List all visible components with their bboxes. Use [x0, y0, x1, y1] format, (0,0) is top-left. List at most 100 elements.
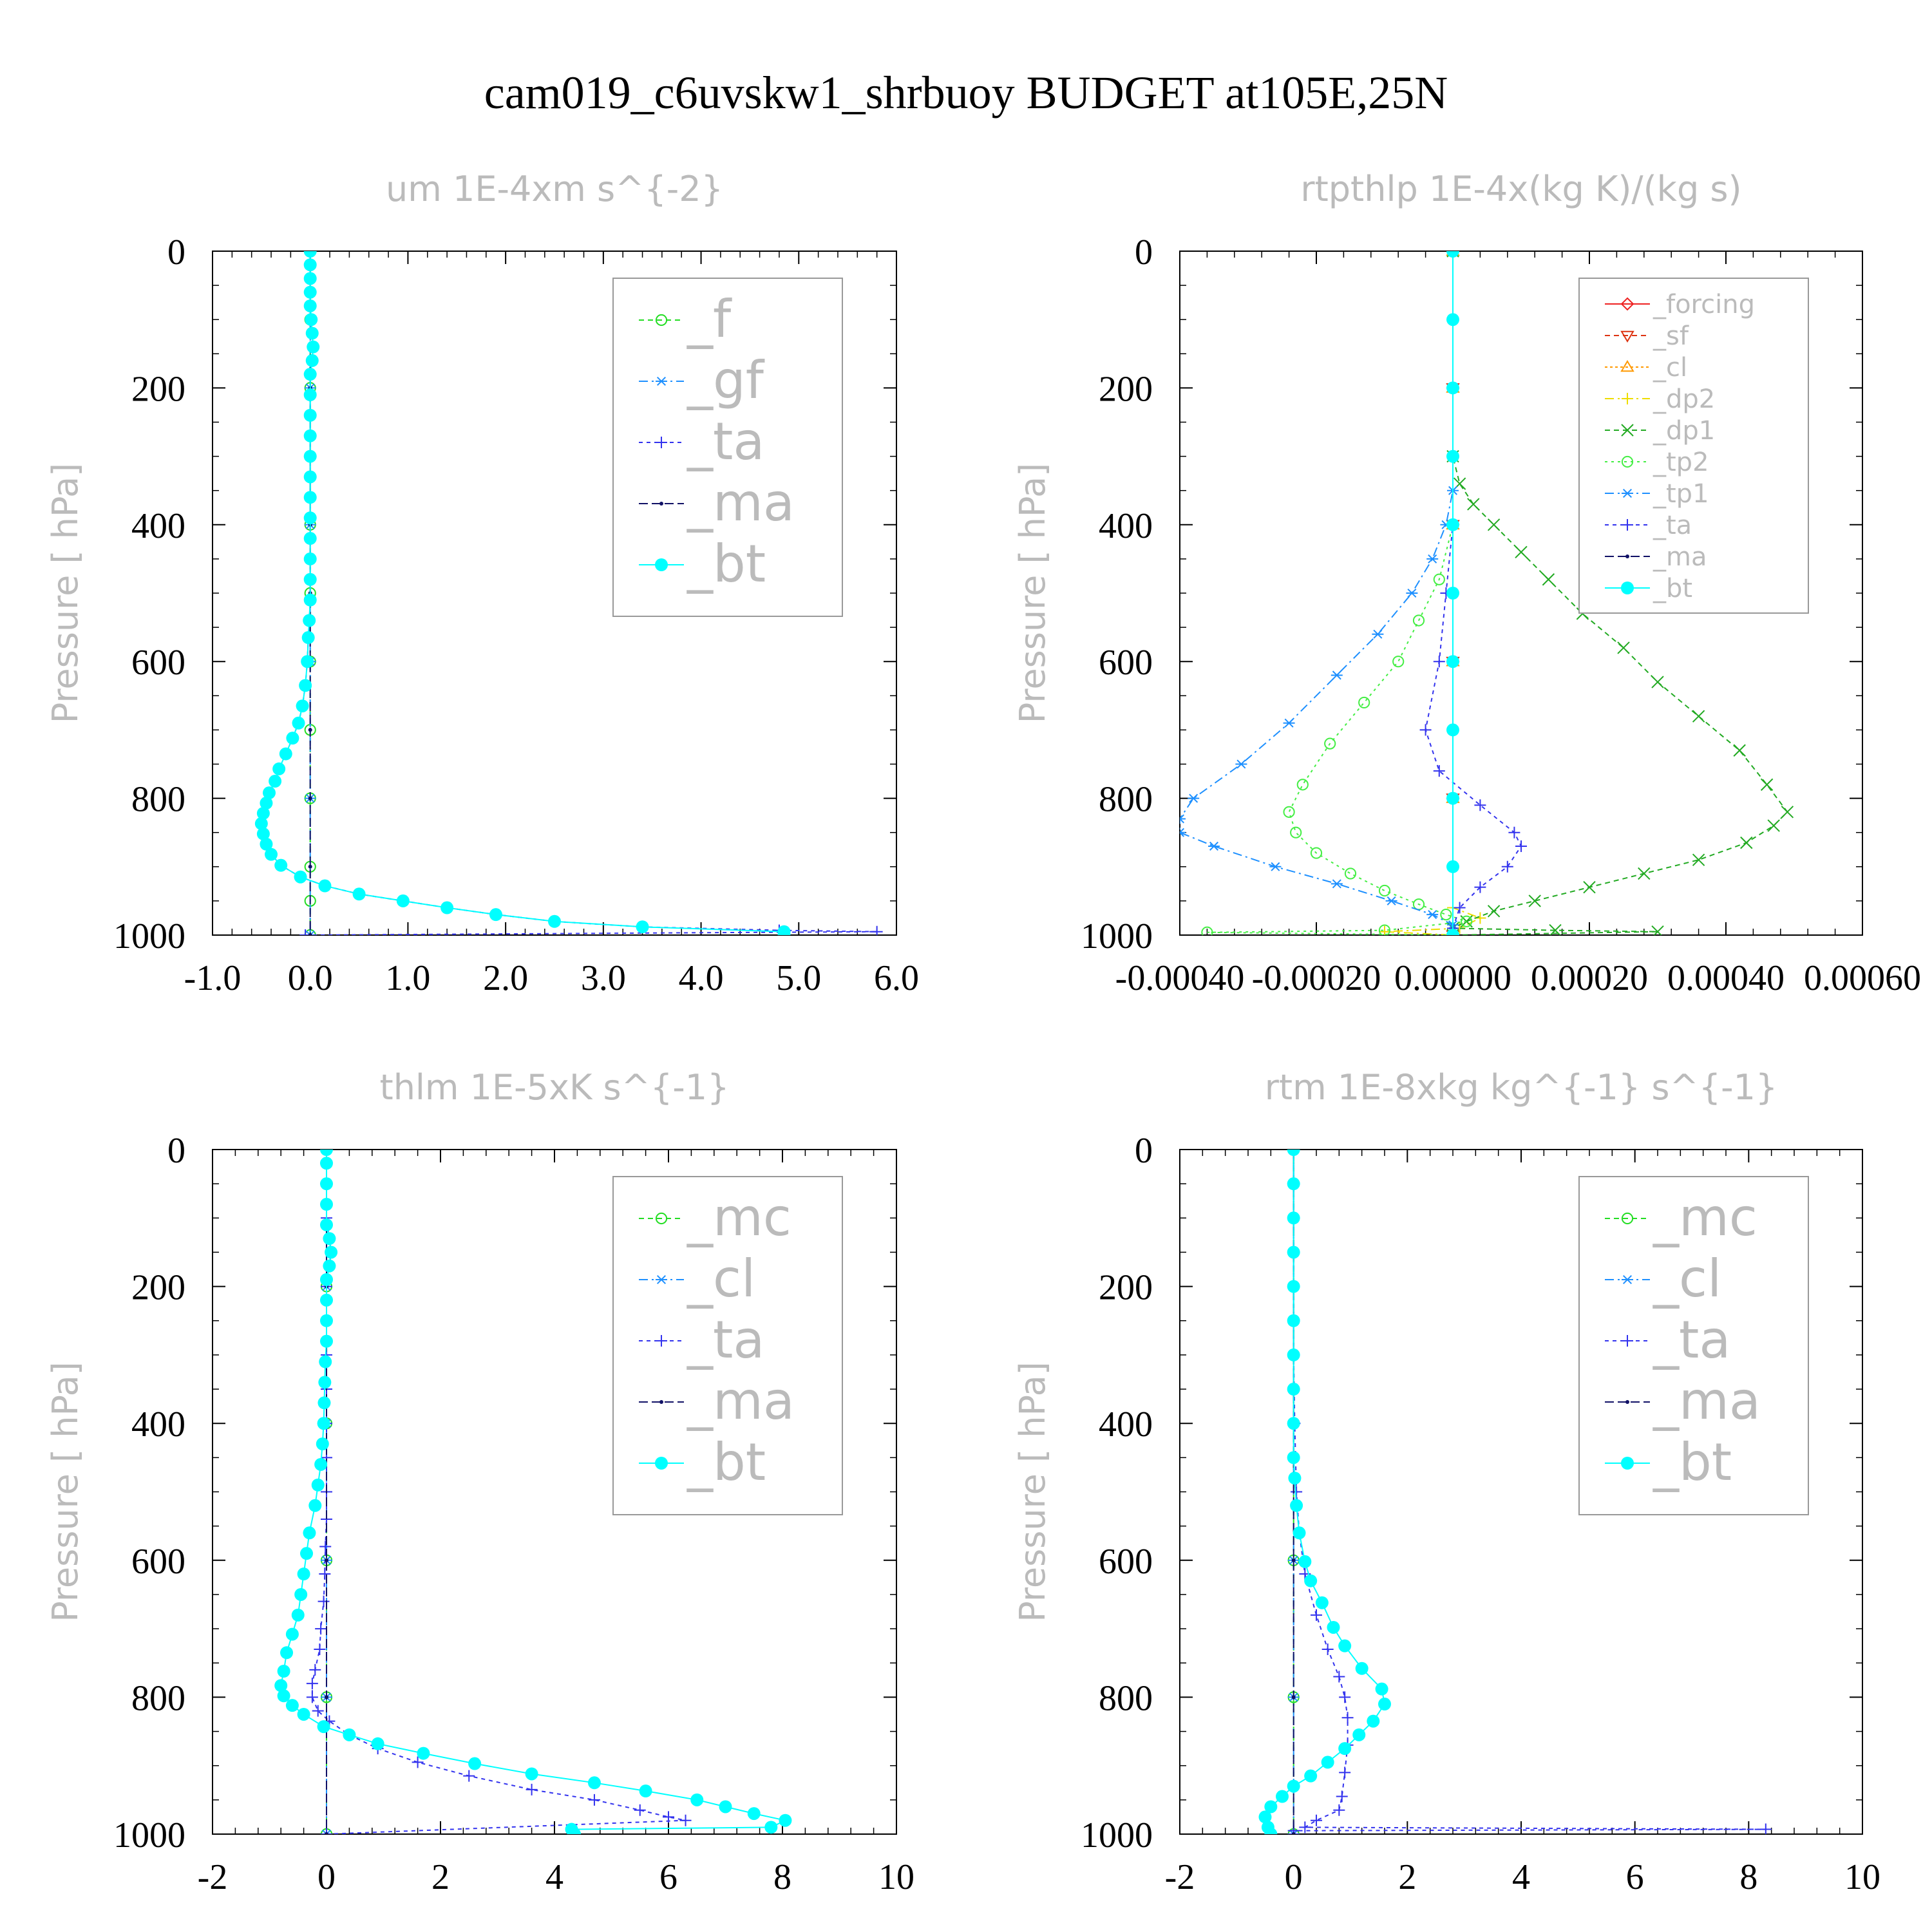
series-point-bt [1446, 450, 1459, 463]
series-point-ta [1333, 1804, 1345, 1816]
series-point-dp1 [1549, 923, 1562, 935]
legend-marker [1620, 360, 1634, 372]
legend-box [612, 278, 843, 617]
x-tick-label: 0.00020 [1531, 958, 1648, 998]
legend-label: _mc [687, 1188, 791, 1247]
series-point-ta [309, 1663, 321, 1676]
legend-marker [1620, 297, 1634, 311]
series-point-tp1 [1180, 814, 1186, 824]
x-tick-label: 0.00040 [1667, 958, 1785, 998]
x-tick-label: 6 [659, 1857, 677, 1897]
series-point-ma [308, 728, 312, 732]
series-point-bt [305, 354, 319, 367]
series-point-bt [305, 313, 318, 327]
series-point-tp1 [1331, 670, 1343, 680]
series-point-bt [1446, 381, 1459, 395]
series-group [1180, 251, 1794, 935]
series-point-dp1 [1617, 641, 1630, 654]
panel-title: thlm 1E-5xK s^{-1} [380, 1067, 730, 1108]
series-point-tp2 [1290, 826, 1302, 838]
series-point-bt [260, 837, 273, 851]
x-tick-label: -0.00020 [1252, 958, 1381, 998]
y-axis-label: Pressure [ hPa] [45, 463, 86, 724]
series-point-bt [317, 1720, 330, 1734]
series-point-bt [277, 1665, 290, 1678]
series-point-bt [303, 368, 317, 381]
series-point-bt [468, 1757, 482, 1770]
legend-marker [656, 1335, 667, 1347]
series-point-ta [1311, 1814, 1322, 1826]
legend-label: _dp1 [1653, 416, 1715, 446]
series-point-bt [320, 1293, 333, 1307]
series-point-ta [315, 1623, 327, 1635]
x-tick-label: 6 [1626, 1857, 1644, 1897]
y-tick-label: 800 [1099, 780, 1153, 820]
series-point-bt [719, 1800, 732, 1814]
y-tick-label: 200 [131, 369, 185, 409]
series-point-bt [1446, 587, 1459, 600]
series-point-ma [325, 1695, 328, 1700]
legend-marker [1621, 1212, 1634, 1225]
legend-marker [1620, 330, 1634, 343]
series-point-ta [1287, 1828, 1300, 1834]
series-point-tp2 [1392, 656, 1405, 668]
series-point-bt [303, 429, 317, 442]
series-point-bt [1258, 1810, 1272, 1824]
series-point-tp2 [1378, 924, 1391, 935]
legend-label: _dp2 [1653, 384, 1715, 414]
series-point-dp1 [1760, 778, 1774, 791]
series-point-bt [1304, 1574, 1318, 1587]
series-point-bt [274, 1679, 288, 1692]
y-tick-label: 600 [131, 643, 185, 683]
panel-title: rtpthlp 1E-4x(kg K)/(kg s) [1300, 169, 1741, 209]
y-axis-label: Pressure [ hPa] [1012, 463, 1053, 724]
series-point-ma [325, 1558, 328, 1562]
series-point-ta [1339, 1691, 1351, 1703]
series-point-bt [1287, 1211, 1300, 1225]
legend-box [1578, 1176, 1809, 1515]
series-line-ta [1425, 251, 1522, 935]
series-point-dp1 [1781, 806, 1794, 819]
series-point-bt [272, 762, 286, 775]
series-point-dp1 [1733, 744, 1746, 757]
legend-marker [1625, 554, 1629, 558]
legend-marker [1625, 1400, 1629, 1404]
series-point-tp2 [1461, 915, 1473, 927]
series-point-bt [1446, 655, 1459, 668]
x-tick-label: 8 [773, 1857, 791, 1897]
series-point-tp2 [1433, 573, 1445, 585]
series-point-dp1 [1467, 498, 1480, 511]
series-point-ta [306, 1691, 318, 1703]
legend-label: _bt [687, 1432, 766, 1492]
series-point-bt [301, 631, 315, 645]
series-point-bt [1298, 1555, 1312, 1568]
legend-label: _ma [1653, 1371, 1761, 1431]
series-point-bt [779, 1814, 792, 1827]
series-point-bt [1446, 791, 1459, 805]
series-point-bt [303, 251, 317, 258]
series-point-bt [308, 1499, 322, 1512]
series-point-bt [318, 879, 332, 893]
y-tick-label: 200 [1099, 369, 1153, 409]
legend-label: _forcing [1653, 290, 1755, 319]
series-line-tp2 [1207, 251, 1467, 935]
series-point-dp1 [1638, 867, 1651, 880]
y-tick-label: 1000 [113, 916, 185, 956]
series-point-bt [260, 797, 273, 810]
legend-label: _tp2 [1653, 448, 1709, 477]
series-point-bt [639, 1785, 652, 1798]
series-point-tp1 [1372, 629, 1384, 639]
x-tick-label: -2 [198, 1857, 228, 1897]
legend-label: _tp1 [1653, 479, 1709, 509]
series-point-bt [320, 1314, 333, 1327]
legend-label: _cl [687, 1249, 755, 1309]
series-point-ta [1474, 881, 1486, 893]
series-group [274, 1150, 792, 1834]
legend-label: _ma [687, 1371, 795, 1431]
series-point-bt [1338, 1742, 1352, 1756]
series-point-bt [1287, 1177, 1300, 1191]
x-tick-label: 2 [431, 1857, 450, 1897]
series-group [254, 251, 883, 935]
legend-label: _bt [687, 534, 766, 594]
series-point-bt [1315, 1596, 1329, 1609]
